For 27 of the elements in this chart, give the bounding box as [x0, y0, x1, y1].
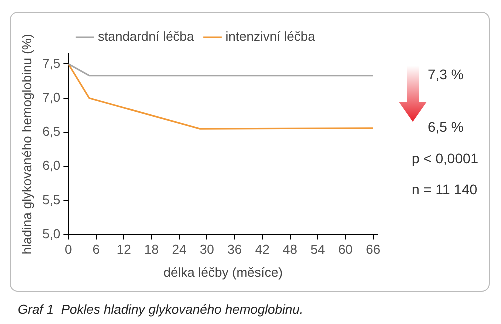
text: p < 0,0001 [412, 150, 479, 167]
x-tick-label: 24 [172, 242, 187, 258]
text: 6,5 % [428, 119, 464, 136]
y-tick-label: 7,0 [42, 90, 61, 105]
x-tick-label: 54 [310, 242, 326, 258]
y-tick-label: 6,0 [42, 158, 61, 174]
x-tick-label: 42 [255, 242, 270, 258]
text: 7,3 % [428, 66, 464, 83]
y-tick-label: 6,5 [42, 124, 61, 140]
x-tick-label: 12 [116, 242, 132, 258]
y-axis-title: hladina glykovaného hemoglobinu (%) [19, 34, 34, 255]
text: Graf 1 Pokles hladiny glykovaného hemoglobinu. [18, 302, 304, 317]
x-tick-label: 66 [366, 242, 381, 258]
legend-label: intenzivní léčba [226, 29, 316, 44]
text: n = 11 140 [412, 182, 478, 198]
x-tick-label: 36 [228, 242, 242, 258]
x-axis-title: délka léčby (měsíce) [164, 264, 283, 280]
y-tick-label: 5,5 [42, 192, 61, 208]
x-tick-label: 60 [338, 242, 353, 258]
x-tick-label: 30 [200, 242, 214, 258]
legend-label: standardní léčba [98, 29, 196, 44]
x-tick-label: 48 [283, 242, 298, 258]
y-tick-label: 5,0 [42, 226, 61, 242]
x-tick-label: 6 [92, 242, 100, 258]
y-tick-label: 7,5 [42, 56, 61, 71]
x-tick-label: 18 [144, 242, 160, 258]
x-tick-label: 0 [65, 242, 72, 258]
